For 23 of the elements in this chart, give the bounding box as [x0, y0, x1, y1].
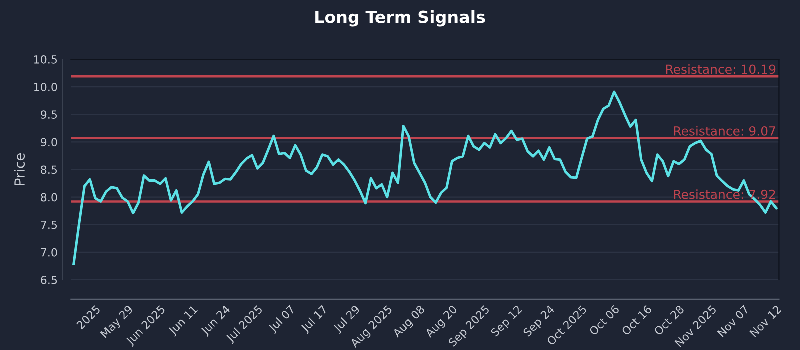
- x-tick-label: Oct 06: [588, 304, 620, 336]
- ref-line-label: Resistance: 9.07: [674, 126, 776, 136]
- ref-line-label: Resistance: 10.19: [666, 64, 776, 74]
- x-tick-label: Jul 29: [332, 304, 362, 334]
- y-tick-label: 8.0: [41, 193, 58, 202]
- x-tick-label: Jul 07: [268, 304, 297, 334]
- x-tick-label: Jun 11: [168, 305, 200, 338]
- y-tick-label: 7.5: [41, 220, 58, 230]
- x-tick-label: Jul 17: [300, 304, 330, 334]
- x-tick-label: Sep 12: [490, 305, 524, 339]
- x-tick-label: Oct 16: [621, 304, 652, 336]
- y-tick-label: 6.5: [41, 276, 58, 284]
- y-tick-label: 9.0: [41, 138, 58, 147]
- y-tick-label: 7.0: [41, 248, 58, 257]
- y-tick-label: 10.5: [34, 55, 58, 64]
- y-tick-label: 10.0: [34, 83, 58, 92]
- y-tick-label: 9.5: [41, 110, 58, 120]
- y-tick-label: 8.5: [41, 166, 58, 174]
- y-axis-title: Price: [14, 154, 26, 186]
- chart-title: Long Term Signals: [316, 10, 486, 27]
- line-series: [72, 90, 778, 266]
- x-tick-label: Oct 28: [654, 304, 685, 336]
- x-tick-label: Nov 07: [717, 305, 750, 338]
